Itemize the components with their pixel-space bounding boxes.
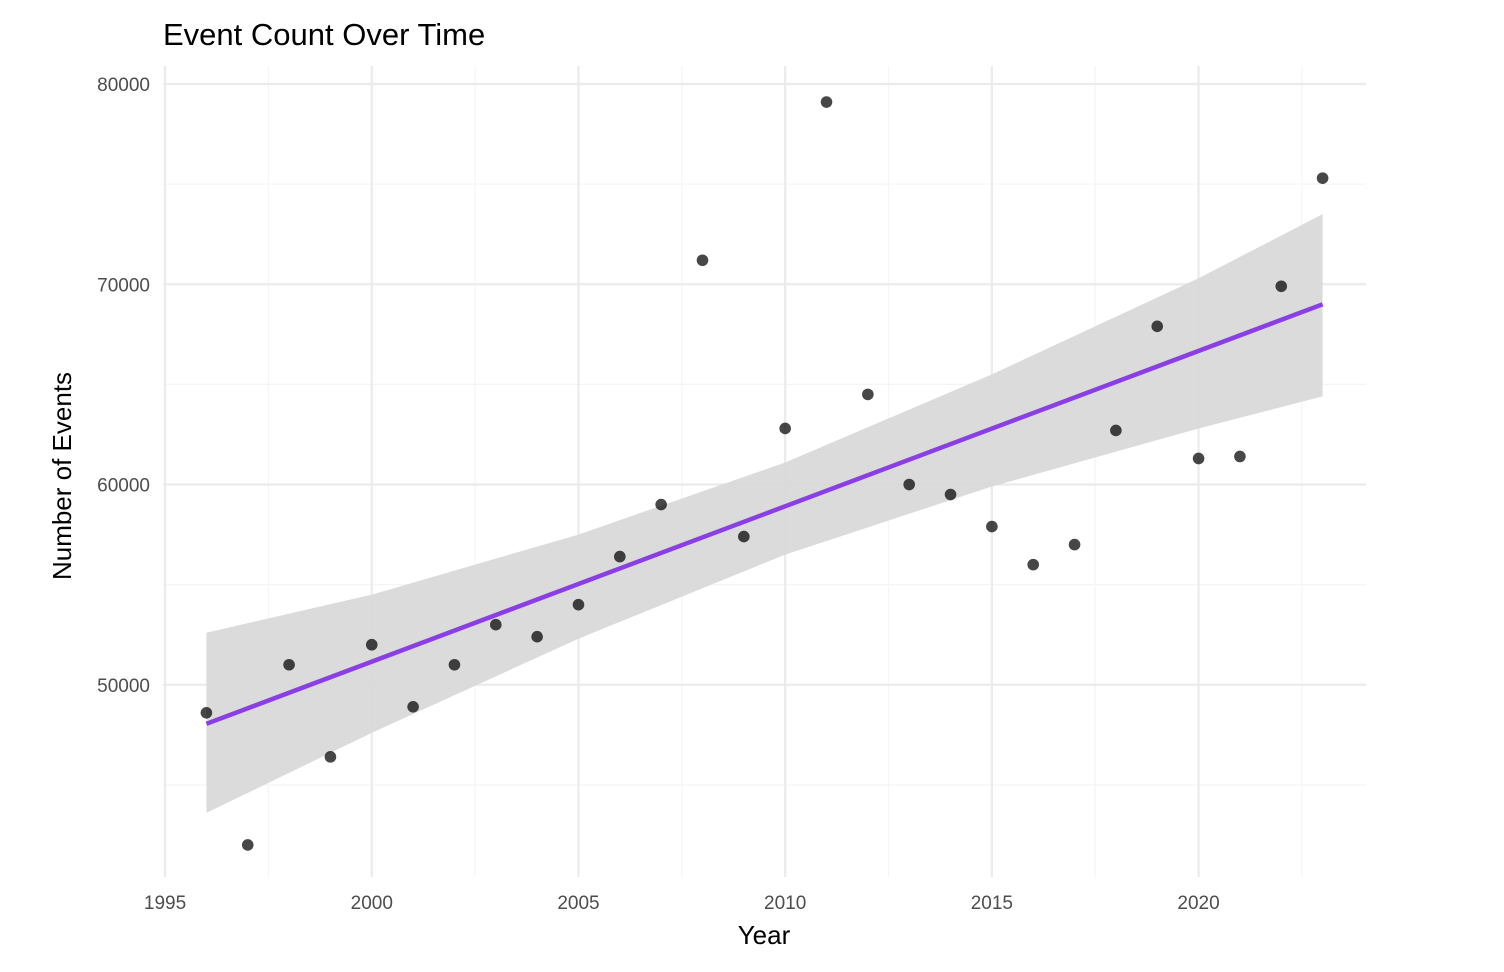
x-tick-label: 1995 [144, 893, 186, 914]
data-point [779, 422, 791, 435]
y-axis-ticks: 50000 60000 70000 80000 [97, 75, 150, 697]
x-tick-label: 2015 [971, 893, 1013, 914]
data-point [241, 839, 254, 851]
data-point [1192, 452, 1205, 465]
chart-title: Event Count Over Time [163, 17, 485, 52]
data-point [820, 96, 833, 108]
data-point [283, 658, 295, 671]
data-point [862, 388, 874, 401]
x-tick-label: 2010 [764, 893, 806, 914]
data-point [1110, 424, 1122, 437]
data-point [489, 618, 502, 631]
y-axis-title: Number of Events [47, 372, 77, 580]
data-points [200, 96, 1329, 851]
x-axis-ticks: 1995 2000 2005 2010 2015 2020 [144, 893, 1220, 914]
data-point [986, 520, 998, 533]
data-point [1316, 172, 1329, 184]
data-point [1027, 558, 1040, 571]
data-point [1151, 320, 1164, 333]
data-point [407, 700, 419, 713]
data-point [1234, 450, 1246, 463]
y-tick-label: 60000 [97, 476, 150, 497]
data-point [531, 630, 543, 643]
data-point [655, 498, 667, 511]
grid-minor [163, 66, 1366, 877]
data-point [365, 638, 378, 651]
data-point [944, 488, 957, 501]
data-point [903, 478, 915, 491]
data-point [696, 254, 709, 267]
data-point [1275, 280, 1288, 293]
data-point [614, 550, 626, 563]
x-tick-label: 2020 [1177, 893, 1219, 914]
data-point [200, 706, 213, 719]
data-point [448, 658, 461, 671]
x-tick-label: 2000 [351, 893, 393, 914]
y-tick-label: 70000 [97, 275, 150, 296]
trend-line [205, 302, 1324, 726]
data-point [1068, 538, 1081, 551]
x-axis-title: Year [738, 920, 791, 950]
y-tick-label: 80000 [97, 75, 150, 96]
data-point [738, 530, 750, 543]
data-point [572, 598, 585, 611]
y-tick-label: 50000 [97, 676, 150, 697]
x-tick-label: 2005 [557, 893, 599, 914]
data-point [324, 751, 337, 763]
